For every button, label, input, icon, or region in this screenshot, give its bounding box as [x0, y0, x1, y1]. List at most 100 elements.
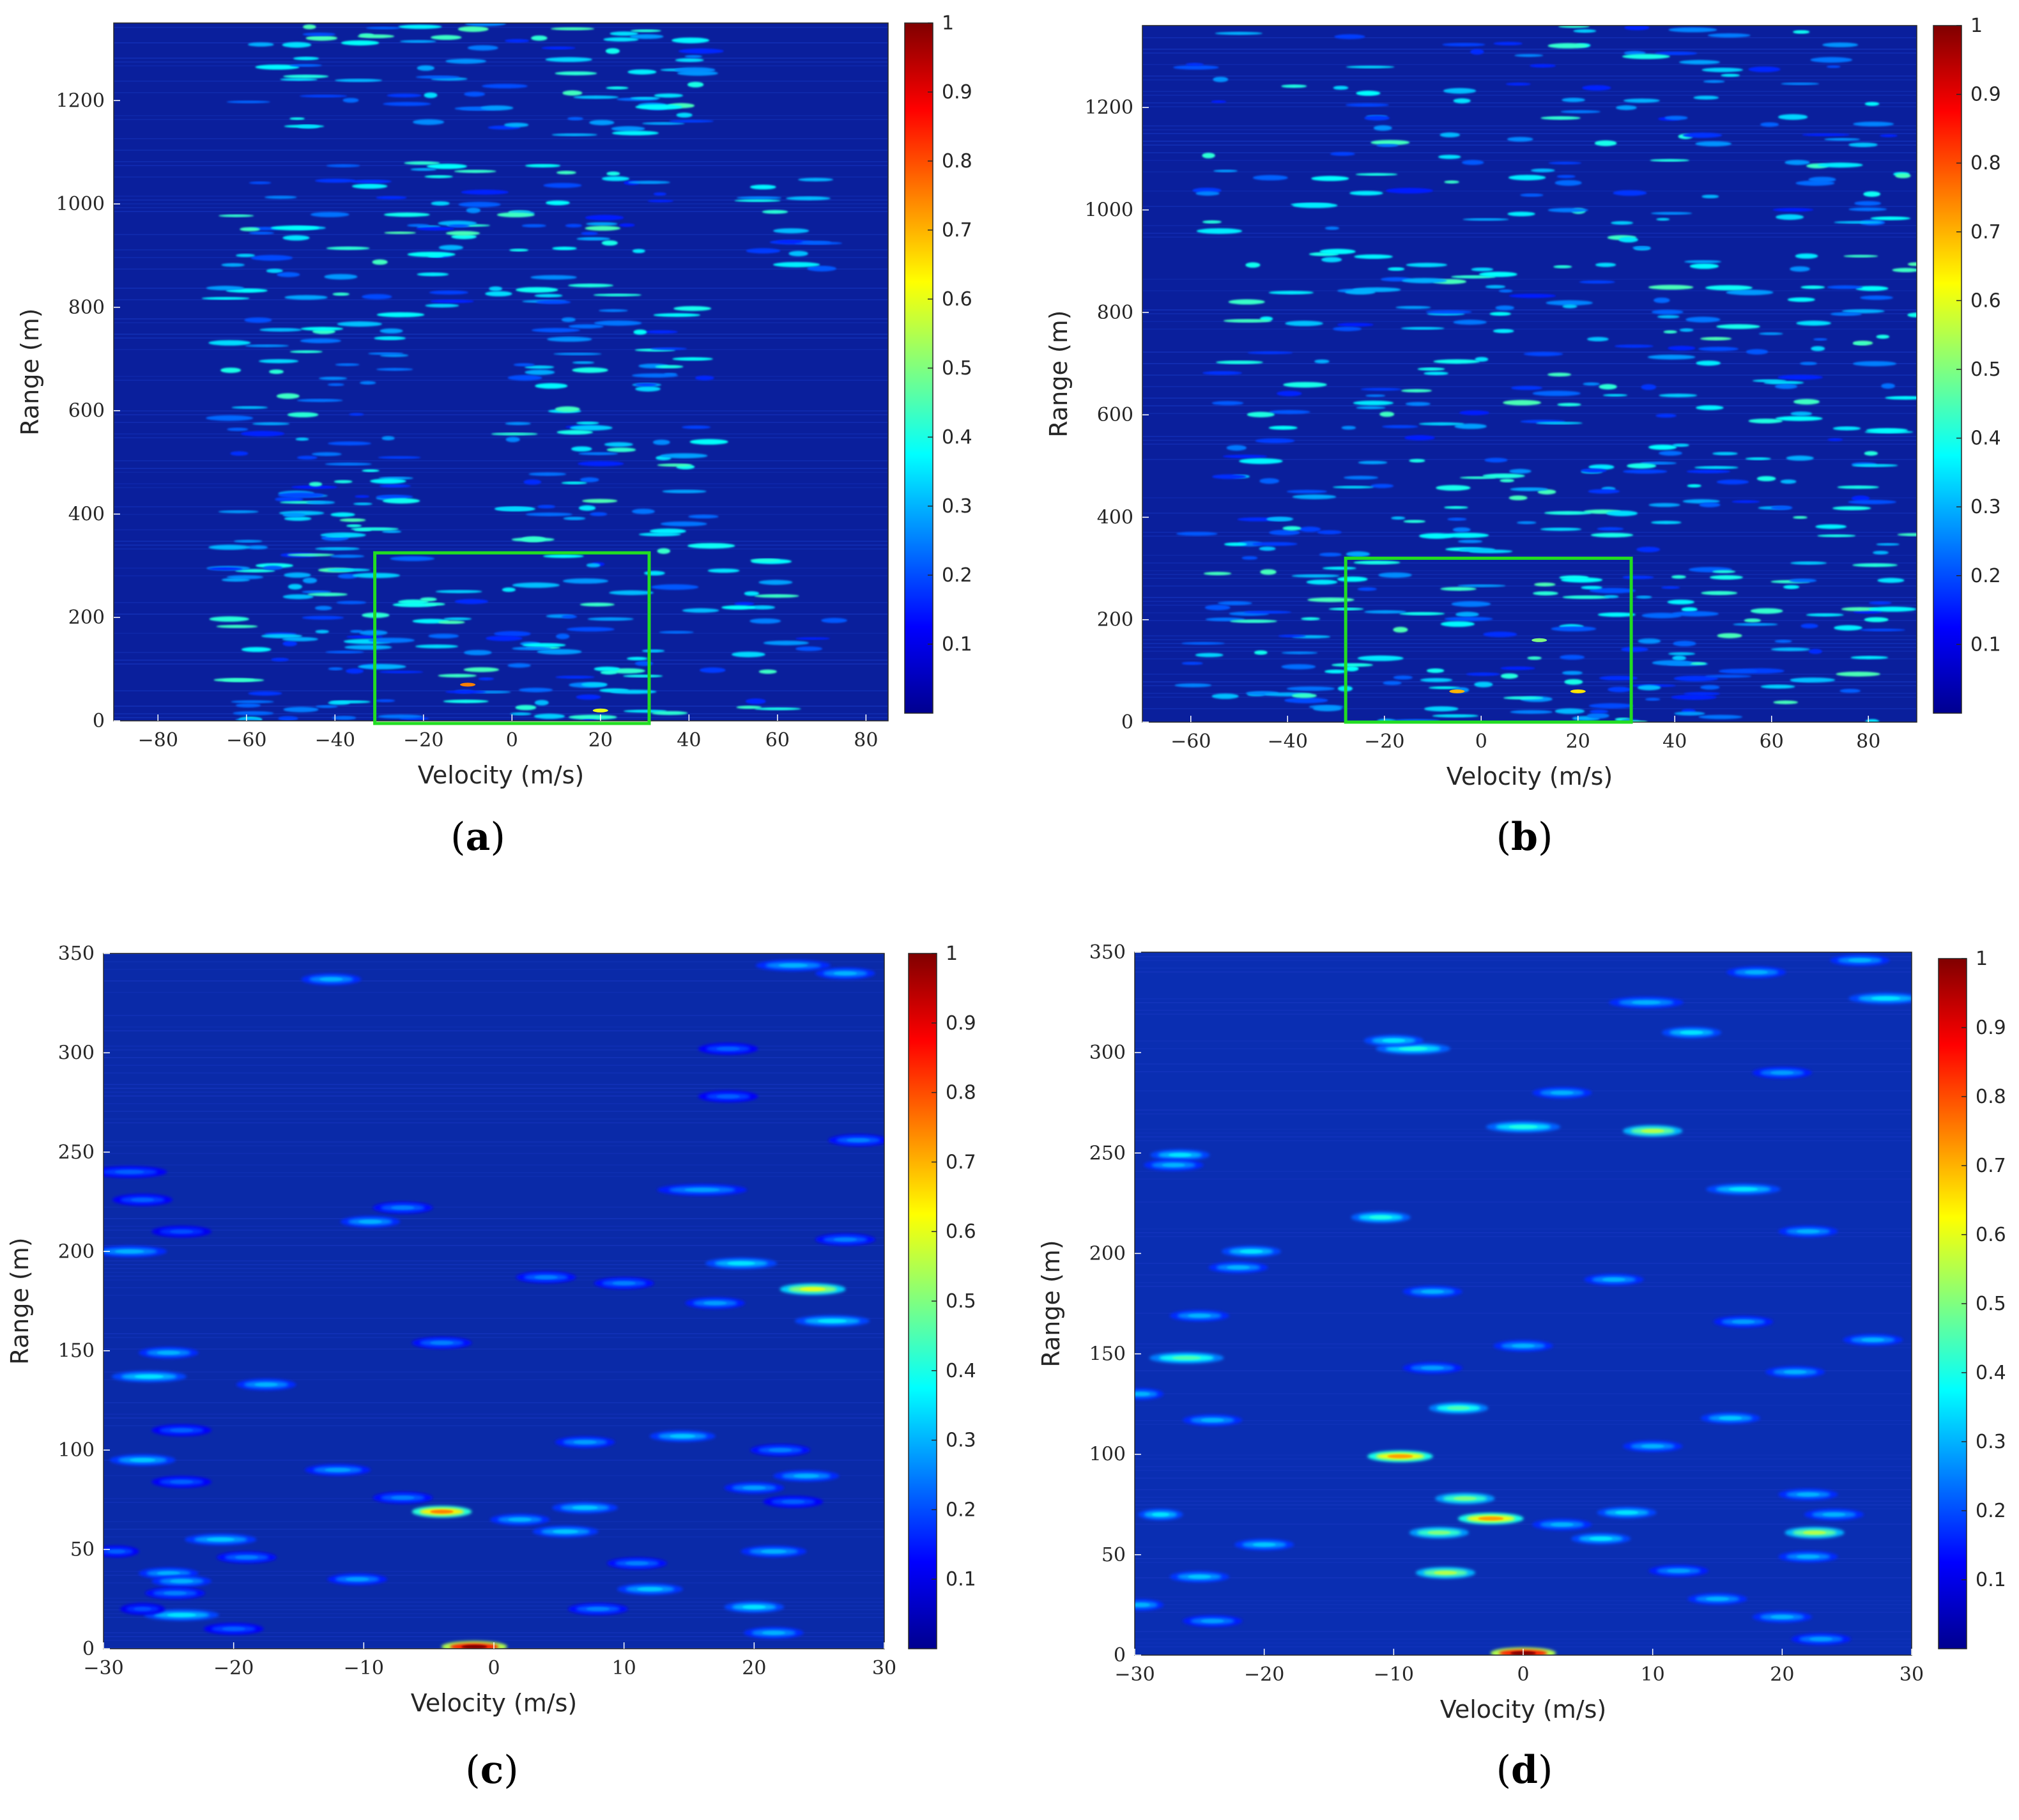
target-return — [1551, 626, 1597, 631]
target-return — [1648, 1565, 1708, 1577]
target-return — [1360, 388, 1402, 391]
range-stripe — [1142, 639, 1917, 640]
target-return — [1638, 638, 1661, 644]
target-return — [283, 707, 319, 713]
target-return — [1202, 153, 1215, 158]
target-return — [1530, 168, 1555, 173]
target-return — [244, 317, 272, 323]
target-return — [265, 196, 297, 199]
target-return — [411, 1506, 472, 1518]
target-return — [1726, 966, 1786, 978]
target-return — [1333, 86, 1349, 90]
target-return — [332, 292, 349, 296]
target-return — [635, 386, 661, 392]
target-return — [1202, 371, 1242, 375]
target-return — [351, 527, 399, 531]
target-return — [510, 712, 532, 716]
range-stripe — [114, 422, 888, 423]
target-return — [1514, 54, 1544, 58]
target-return — [572, 367, 608, 373]
target-return — [1354, 254, 1393, 259]
target-return — [1778, 1551, 1838, 1562]
target-return — [737, 196, 781, 199]
range-stripe — [1142, 328, 1917, 330]
target-return — [1843, 1334, 1903, 1346]
range-stripe — [1142, 532, 1917, 533]
range-stripe — [1135, 1002, 1912, 1003]
range-stripe — [114, 81, 888, 82]
target-return — [1489, 312, 1511, 316]
target-return — [1770, 647, 1810, 651]
target-return — [1584, 1274, 1644, 1286]
range-stripe — [104, 969, 884, 970]
target-return — [1785, 160, 1810, 166]
y-axis-title: Range (m) — [1045, 310, 1073, 437]
target-return — [724, 1482, 785, 1494]
target-return — [151, 1226, 211, 1238]
target-return — [1241, 556, 1258, 560]
target-return — [1813, 338, 1827, 341]
target-return — [1505, 82, 1531, 86]
target-return — [1337, 576, 1368, 582]
target-return — [1530, 64, 1556, 68]
target-return — [1440, 587, 1477, 591]
target-return — [1671, 695, 1717, 700]
target-return — [1435, 1492, 1495, 1504]
target-return — [601, 240, 618, 246]
target-return — [705, 1257, 778, 1269]
target-return — [482, 84, 528, 89]
x-tick-label: −40 — [1268, 730, 1308, 753]
range-stripe — [1142, 37, 1917, 38]
target-return — [376, 699, 395, 702]
target-return — [586, 222, 618, 226]
y-tick-label: 350 — [58, 943, 95, 965]
target-return — [1451, 601, 1491, 607]
target-return — [463, 667, 500, 672]
target-return — [1590, 532, 1634, 537]
target-return — [213, 678, 255, 682]
range-stripe — [1135, 1642, 1912, 1644]
target-return — [1493, 42, 1523, 45]
target-return — [445, 690, 486, 694]
target-return — [1461, 160, 1484, 166]
target-return — [325, 462, 372, 466]
target-return — [443, 617, 472, 621]
target-return — [278, 716, 298, 721]
target-return — [489, 1513, 550, 1525]
range-stripe — [1135, 1286, 1912, 1287]
range-stripe — [104, 1091, 884, 1093]
target-return — [821, 617, 848, 623]
target-return — [1700, 337, 1732, 341]
target-return — [1454, 423, 1487, 429]
target-return — [1266, 517, 1292, 521]
target-return — [441, 1640, 507, 1649]
target-return — [1442, 43, 1485, 47]
target-return — [1370, 484, 1394, 488]
target-return — [206, 286, 245, 291]
target-return — [1135, 1599, 1164, 1611]
target-return — [515, 705, 537, 711]
target-return — [1707, 33, 1751, 38]
target-return — [1864, 451, 1878, 456]
target-return — [1712, 452, 1738, 456]
target-return — [1589, 588, 1636, 594]
target-return — [1457, 584, 1506, 587]
range-stripe — [1142, 620, 1917, 621]
target-return — [627, 656, 648, 661]
target-return — [1689, 263, 1719, 269]
range-stripe — [1142, 351, 1917, 353]
target-return — [1623, 1440, 1683, 1453]
target-return — [516, 1271, 576, 1283]
target-return — [1811, 346, 1825, 351]
target-return — [732, 651, 765, 658]
target-return — [399, 40, 436, 43]
target-return — [1699, 502, 1721, 507]
target-return — [653, 313, 701, 317]
target-return — [245, 344, 289, 348]
range-stripe — [1142, 91, 1917, 92]
colorbar-tick-label: 0.8 — [1970, 152, 2001, 174]
target-return — [1696, 360, 1721, 366]
target-return — [1637, 684, 1661, 691]
colorbar-tick-label: 0.9 — [1970, 84, 2001, 106]
target-return — [1332, 327, 1362, 332]
